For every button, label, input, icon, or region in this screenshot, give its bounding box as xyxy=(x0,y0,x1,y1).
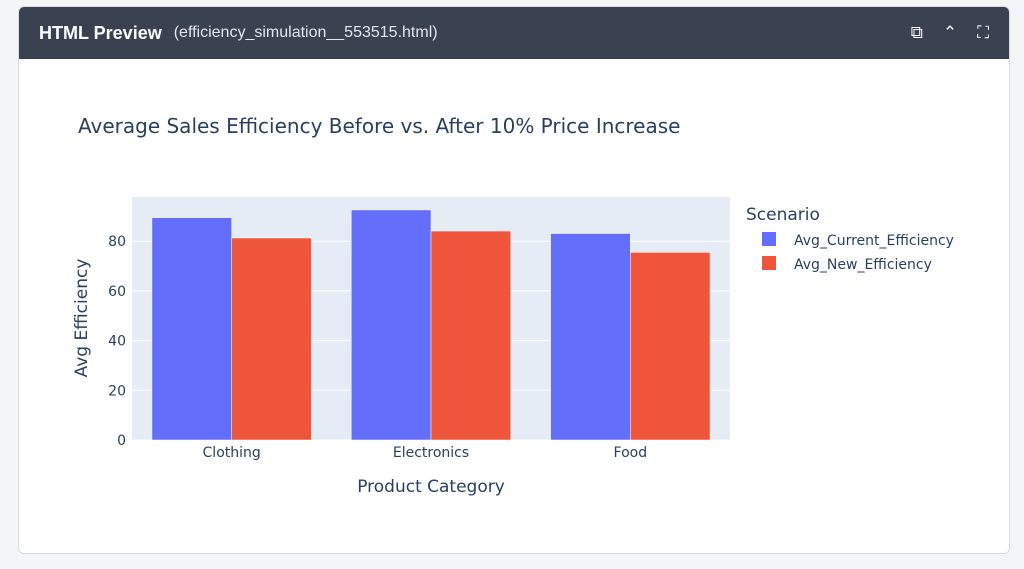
bar-avg-current-efficiency xyxy=(351,209,432,441)
x-tick-label: Food xyxy=(614,445,648,461)
bar-avg-new-efficiency xyxy=(231,237,312,441)
bar-avg-current-efficiency xyxy=(550,233,631,441)
copy-icon[interactable]: ⧉ xyxy=(910,23,923,42)
x-axis-label: Product Category xyxy=(357,477,505,497)
y-tick-label: 0 xyxy=(117,433,126,449)
y-tick-label: 40 xyxy=(108,334,126,350)
header-title: HTML Preview xyxy=(39,22,162,43)
x-tick-label: Electronics xyxy=(393,445,469,461)
legend-swatch xyxy=(762,256,776,270)
legend-title: Scenario xyxy=(746,205,820,225)
legend-item: Avg_Current_Efficiency xyxy=(794,233,954,249)
legend-item: Avg_New_Efficiency xyxy=(794,257,932,273)
y-tick-label: 20 xyxy=(108,383,126,399)
fullscreen-icon[interactable]: ⛶ xyxy=(977,23,989,42)
bar-avg-new-efficiency xyxy=(430,230,511,441)
y-tick-label: 80 xyxy=(108,234,126,250)
legend-swatch xyxy=(762,232,776,246)
chevron-up-icon[interactable]: ⌃ xyxy=(942,23,958,42)
bar-avg-current-efficiency xyxy=(151,217,232,441)
y-axis-label: Avg Efficiency xyxy=(72,259,92,378)
y-tick-label: 60 xyxy=(108,284,126,300)
bar-avg-new-efficiency xyxy=(630,252,711,441)
chart-title: Average Sales Efficiency Before vs. Afte… xyxy=(78,114,680,138)
header-filename: (efficiency_simulation__553515.html) xyxy=(173,24,438,41)
x-tick-label: Clothing xyxy=(203,445,261,461)
header-bar: HTML Preview (efficiency_simulation__553… xyxy=(19,7,1009,59)
